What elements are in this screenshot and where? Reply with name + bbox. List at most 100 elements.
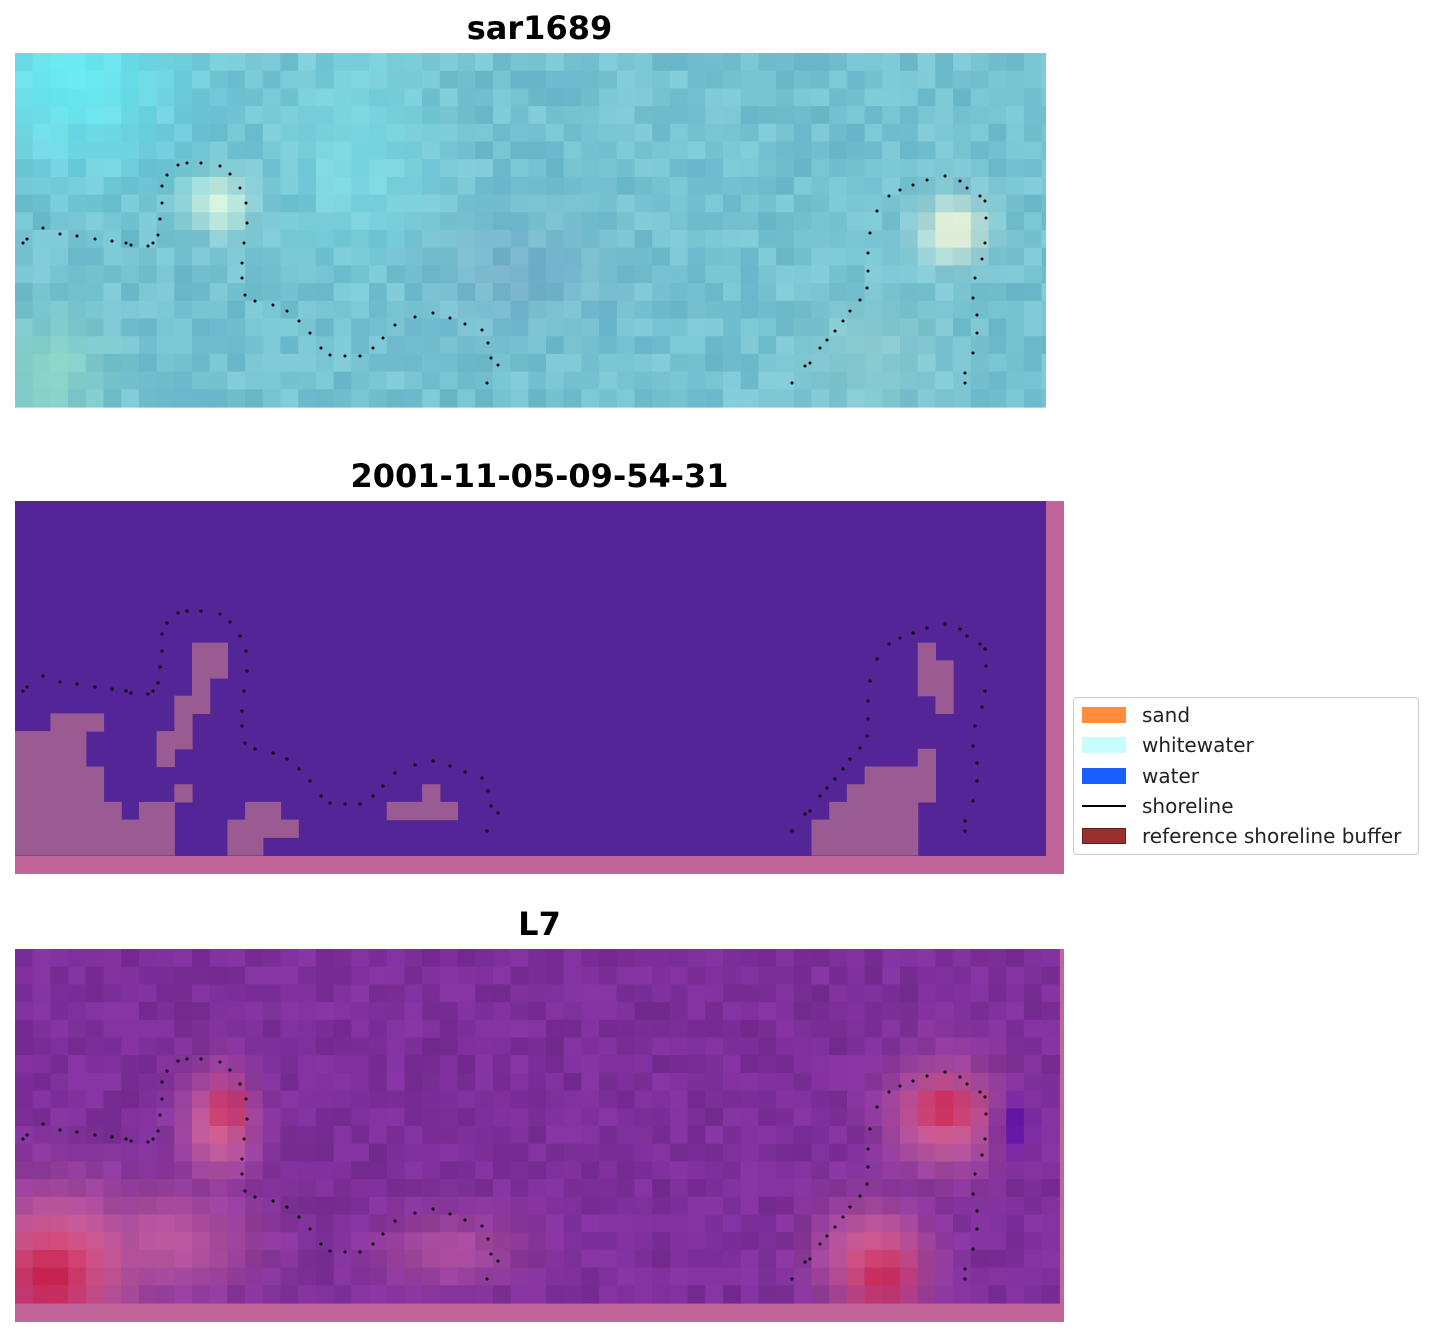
image-pixel: [50, 194, 69, 213]
image-pixel: [369, 106, 388, 125]
image-pixel: [510, 1108, 529, 1127]
shoreline-dot: [975, 313, 979, 317]
image-pixel: [616, 1143, 636, 1162]
shoreline-dot: [887, 194, 891, 198]
image-pixel: [953, 230, 972, 249]
sand-class-pixel: [262, 801, 282, 821]
image-pixel: [262, 1232, 282, 1251]
image-pixel: [439, 1232, 459, 1251]
image-pixel: [811, 1090, 830, 1109]
image-pixel: [351, 1214, 370, 1233]
image-pixel: [192, 1002, 211, 1021]
image-pixel: [1023, 966, 1043, 985]
shoreline-dot: [965, 634, 969, 638]
image-pixel: [174, 1108, 193, 1127]
sand-class-pixel: [174, 713, 193, 732]
rgb-pixel-grid: [15, 53, 1046, 408]
image-pixel: [351, 1143, 370, 1162]
shoreline-dot: [984, 216, 988, 220]
image-pixel: [599, 265, 618, 284]
image-pixel: [457, 984, 476, 1003]
image-pixel: [970, 212, 990, 231]
image-pixel: [121, 353, 140, 373]
image-pixel: [970, 265, 990, 284]
image-pixel: [1023, 1019, 1043, 1039]
image-pixel: [563, 984, 582, 1003]
image-pixel: [121, 1002, 140, 1021]
image-pixel: [422, 1249, 441, 1269]
image-pixel: [457, 1037, 476, 1056]
image-pixel: [705, 1037, 724, 1056]
image-pixel: [156, 1108, 175, 1127]
image-pixel: [475, 123, 494, 143]
image-pixel: [935, 106, 954, 125]
image-pixel: [457, 106, 476, 125]
image-pixel: [439, 353, 459, 373]
shoreline-dot: [160, 632, 164, 636]
image-pixel: [900, 984, 919, 1003]
image-pixel: [829, 1161, 848, 1180]
image-pixel: [386, 1232, 405, 1251]
image-pixel: [634, 70, 653, 89]
image-pixel: [846, 283, 866, 302]
image-pixel: [227, 1055, 246, 1074]
image-pixel: [121, 212, 140, 231]
image-pixel: [369, 1249, 388, 1269]
image-pixel: [723, 53, 742, 72]
image-pixel: [280, 389, 299, 408]
image-pixel: [404, 318, 423, 337]
image-pixel: [492, 1055, 512, 1074]
image-pixel: [32, 53, 51, 72]
shoreline-dot: [228, 1068, 232, 1072]
image-pixel: [404, 265, 423, 284]
sand-class-pixel: [811, 837, 830, 856]
image-pixel: [510, 1037, 529, 1056]
image-pixel: [103, 1232, 122, 1251]
image-pixel: [864, 106, 883, 125]
image-pixel: [227, 1090, 246, 1109]
image-pixel: [723, 336, 742, 355]
image-pixel: [457, 1196, 476, 1216]
image-pixel: [280, 212, 299, 231]
shoreline-dot: [319, 346, 323, 350]
image-pixel: [1041, 88, 1046, 107]
image-pixel: [581, 247, 600, 266]
sand-class-pixel: [85, 801, 105, 821]
shoreline-dot: [983, 199, 987, 203]
image-pixel: [953, 1214, 972, 1233]
image-pixel: [298, 966, 317, 985]
image-pixel: [68, 212, 87, 231]
image-pixel: [758, 283, 777, 302]
image-pixel: [705, 88, 724, 107]
image-pixel: [900, 1179, 919, 1198]
image-pixel: [652, 371, 671, 390]
image-pixel: [174, 336, 193, 355]
image-pixel: [864, 176, 883, 196]
image-pixel: [404, 106, 423, 125]
image-pixel: [970, 70, 990, 89]
image-pixel: [935, 1285, 954, 1304]
image-pixel: [758, 106, 777, 125]
image-pixel: [776, 1179, 795, 1198]
image-pixel: [174, 1232, 193, 1251]
image-pixel: [68, 1214, 87, 1233]
image-pixel: [1041, 1196, 1060, 1216]
image-pixel: [970, 984, 990, 1003]
image-pixel: [563, 1285, 582, 1304]
image-pixel: [669, 1037, 689, 1056]
image-pixel: [846, 336, 866, 355]
image-pixel: [439, 389, 459, 408]
image-pixel: [1006, 1019, 1025, 1039]
image-pixel: [121, 1055, 140, 1074]
image-pixel: [599, 1037, 618, 1056]
image-pixel: [811, 1126, 830, 1145]
shoreline-dot: [866, 1147, 870, 1151]
image-pixel: [15, 389, 34, 408]
image-pixel: [1041, 1002, 1060, 1021]
image-pixel: [811, 194, 830, 213]
image-pixel: [85, 300, 105, 320]
image-pixel: [121, 1196, 140, 1216]
image-pixel: [581, 1002, 600, 1021]
shoreline-dot: [41, 1122, 45, 1126]
shoreline-dot: [825, 786, 829, 790]
